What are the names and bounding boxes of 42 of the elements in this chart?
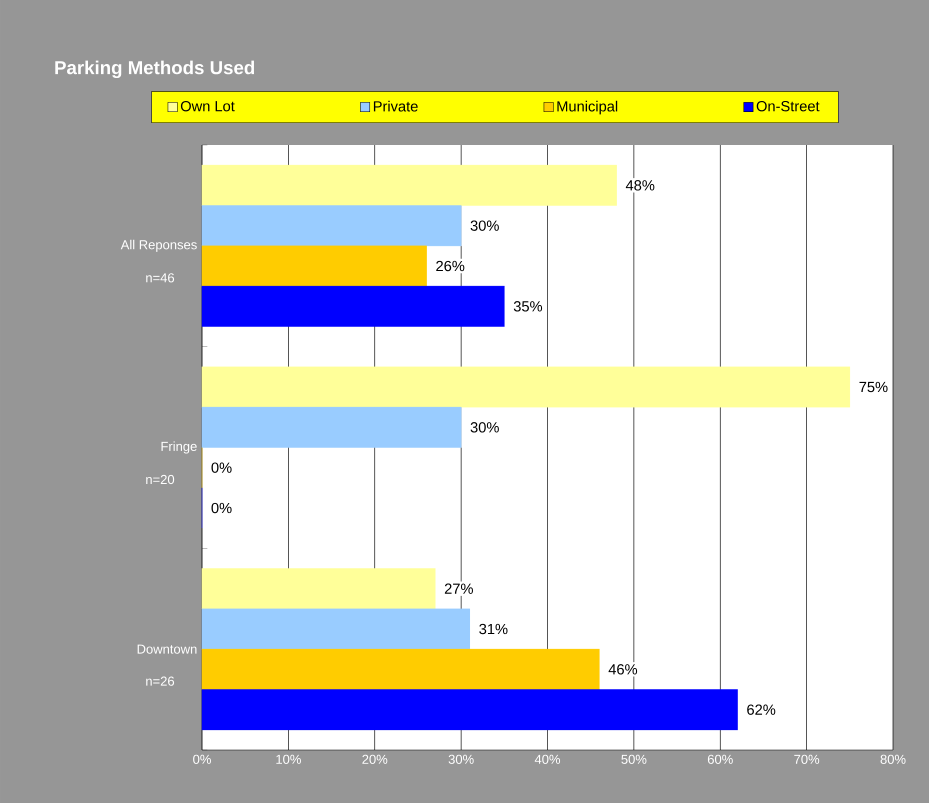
data-label: 30% [470, 220, 499, 231]
y-tick-label: Downtown [138, 644, 196, 654]
y-tick-label: All Reponses [120, 240, 197, 252]
bar [202, 608, 470, 650]
bar [202, 246, 427, 286]
bar [202, 648, 600, 690]
text: n=26 [146, 676, 174, 686]
data-label: 0% [212, 502, 232, 514]
x-tick-label: 10% [276, 754, 301, 764]
data-label: 46% [608, 664, 638, 675]
x-tick-label: 60% [708, 754, 733, 764]
legend-label: Municipal [557, 100, 618, 114]
chart-title: Parking Methods Used [55, 60, 254, 78]
bar [202, 689, 738, 730]
x-tick-label: 30% [448, 754, 474, 764]
x-tick-label: 40% [534, 754, 560, 764]
data-label: 62% [747, 704, 776, 715]
data-label: 48% [626, 180, 654, 191]
data-label: 35% [514, 301, 542, 312]
x-tick-label: 0% [193, 754, 211, 764]
legend-label: On-Street [756, 100, 820, 112]
bar [202, 205, 462, 246]
legend-label: Own Lot [180, 100, 235, 112]
x-tick-label: 70% [794, 754, 820, 764]
text: n=20 [146, 474, 174, 484]
text: n=46 [146, 273, 174, 282]
data-label: 75% [860, 382, 888, 392]
bar [202, 406, 462, 448]
data-label: 30% [470, 422, 499, 433]
x-tick-label: 80% [880, 754, 906, 764]
y-tick-label: Fringe [162, 441, 197, 454]
bar [202, 366, 850, 408]
data-label: 31% [479, 624, 508, 634]
x-tick-label: 50% [621, 754, 646, 764]
bar [202, 568, 436, 610]
bar [202, 286, 505, 327]
x-tick-label: 20% [362, 754, 388, 764]
legend-label: Private [374, 100, 418, 112]
data-label: 27% [444, 584, 473, 594]
data-label: 26% [436, 260, 464, 272]
bar [202, 164, 617, 206]
data-label: 0% [212, 462, 232, 473]
